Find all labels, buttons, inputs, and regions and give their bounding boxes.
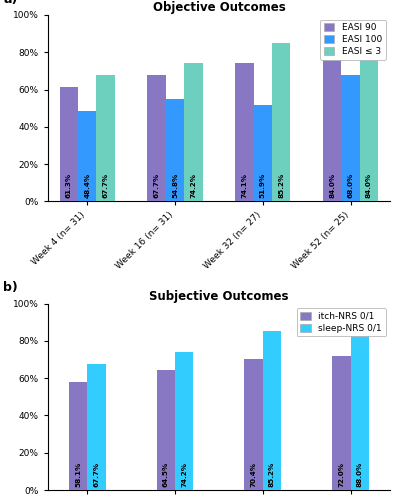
Bar [254, 104, 272, 202]
Text: 51.9%: 51.9% [260, 173, 266, 199]
Bar [156, 370, 175, 490]
Text: 85.2%: 85.2% [278, 173, 284, 199]
Text: 84.0%: 84.0% [366, 174, 372, 199]
Text: 54.8%: 54.8% [172, 173, 178, 199]
Bar [323, 45, 341, 202]
Text: 48.4%: 48.4% [84, 174, 90, 199]
Legend: itch-NRS 0/1, sleep-NRS 0/1: itch-NRS 0/1, sleep-NRS 0/1 [297, 308, 386, 336]
Legend: EASI 90, EASI 100, EASI ≤ 3: EASI 90, EASI 100, EASI ≤ 3 [320, 20, 386, 59]
Text: 84.0%: 84.0% [329, 174, 335, 199]
Text: a): a) [3, 0, 18, 6]
Bar [272, 42, 291, 202]
Title: Objective Outcomes: Objective Outcomes [152, 1, 285, 14]
Text: 74.1%: 74.1% [241, 174, 247, 199]
Bar [60, 87, 78, 202]
Bar [351, 326, 369, 490]
Bar [87, 364, 106, 490]
Bar [69, 382, 87, 490]
Bar [147, 75, 166, 202]
Text: 67.7%: 67.7% [103, 174, 109, 199]
Bar [166, 99, 184, 202]
Bar [341, 74, 360, 202]
Bar [175, 352, 193, 490]
Text: 67.7%: 67.7% [154, 174, 160, 199]
Bar [184, 63, 203, 202]
Bar [244, 359, 263, 490]
Bar [332, 356, 351, 490]
Text: 61.3%: 61.3% [66, 174, 72, 199]
Text: 70.4%: 70.4% [251, 462, 257, 487]
Title: Subjective Outcomes: Subjective Outcomes [149, 290, 289, 302]
Bar [360, 45, 378, 202]
Text: b): b) [3, 282, 18, 294]
Bar [263, 332, 281, 490]
Text: 64.5%: 64.5% [163, 462, 169, 487]
Text: 74.2%: 74.2% [181, 462, 187, 487]
Text: 88.0%: 88.0% [357, 462, 363, 487]
Bar [78, 111, 96, 202]
Text: 58.1%: 58.1% [75, 462, 81, 487]
Text: 72.0%: 72.0% [338, 462, 344, 487]
Text: 68.0%: 68.0% [347, 173, 353, 199]
Bar [235, 63, 254, 202]
Text: 74.2%: 74.2% [191, 174, 197, 199]
Text: 67.7%: 67.7% [94, 462, 100, 487]
Bar [96, 75, 115, 202]
Text: 85.2%: 85.2% [269, 462, 275, 487]
